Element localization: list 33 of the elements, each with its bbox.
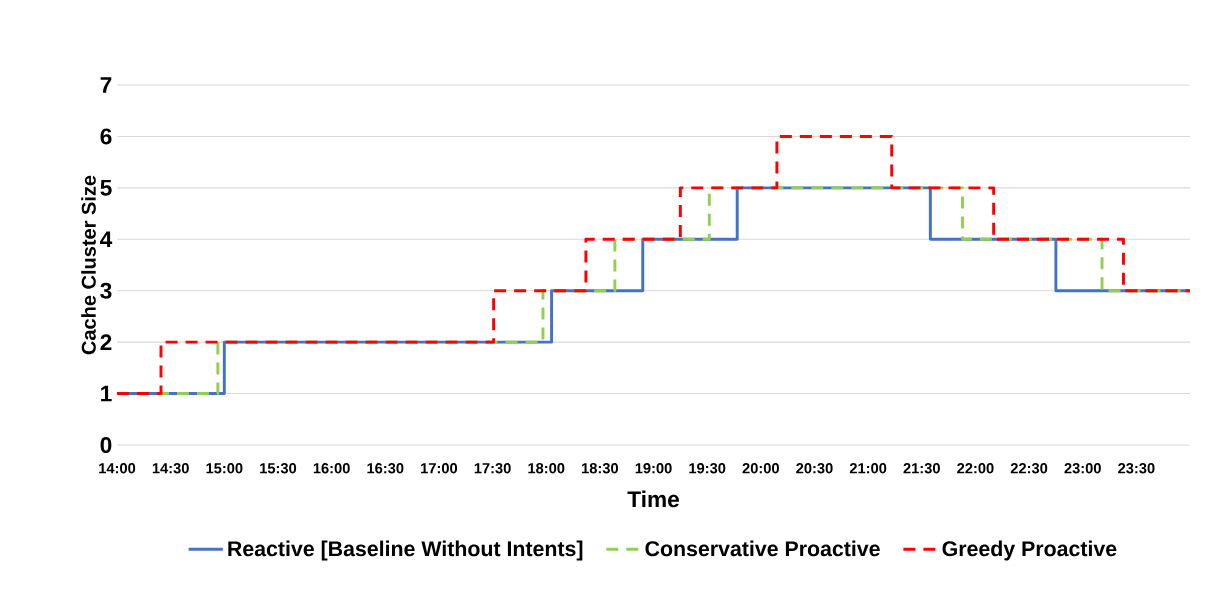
- legend-label: Conservative Proactive: [645, 540, 880, 557]
- y-tick-label: 3: [100, 282, 112, 299]
- y-tick-label: 4: [100, 231, 113, 248]
- x-tick-label: 18:00: [528, 463, 565, 474]
- x-tick-label: 14:30: [152, 463, 189, 474]
- x-tick-label: 17:00: [421, 463, 458, 474]
- x-tick-label: 17:30: [474, 463, 511, 474]
- x-tick-label: 15:30: [260, 463, 297, 474]
- x-tick-label: 22:00: [957, 463, 994, 474]
- x-tick-label: 19:30: [689, 463, 726, 474]
- x-tick-label: 16:00: [313, 463, 350, 474]
- x-axis-title: Time: [627, 490, 679, 508]
- legend-label: Reactive [Baseline Without Intents]: [228, 540, 583, 561]
- x-tick-label: 15:00: [206, 463, 243, 474]
- y-tick-label: 7: [100, 77, 112, 93]
- y-tick-label: 2: [100, 334, 112, 351]
- x-tick-label: 20:30: [796, 463, 833, 474]
- y-tick-label: 1: [101, 385, 112, 402]
- y-tick-label: 5: [100, 179, 112, 196]
- x-tick-label: 16:30: [367, 463, 404, 474]
- x-tick-label: 22:30: [1010, 463, 1048, 474]
- y-tick-label: 6: [100, 128, 112, 145]
- y-axis-title: Cache Cluster Size: [81, 175, 96, 355]
- x-tick-label: 21:00: [849, 463, 887, 474]
- x-tick-label: 21:30: [903, 463, 940, 474]
- x-tick-label: 19:00: [635, 463, 672, 474]
- legend-label: Greedy Proactive: [942, 540, 1117, 561]
- x-tick-label: 14:00: [99, 463, 136, 474]
- x-tick-label: 20:00: [742, 463, 779, 474]
- x-tick-label: 23:00: [1064, 463, 1101, 474]
- y-tick-label: 0: [100, 436, 112, 454]
- x-tick-label: 18:30: [582, 463, 618, 474]
- x-tick-label: 23:30: [1118, 463, 1155, 474]
